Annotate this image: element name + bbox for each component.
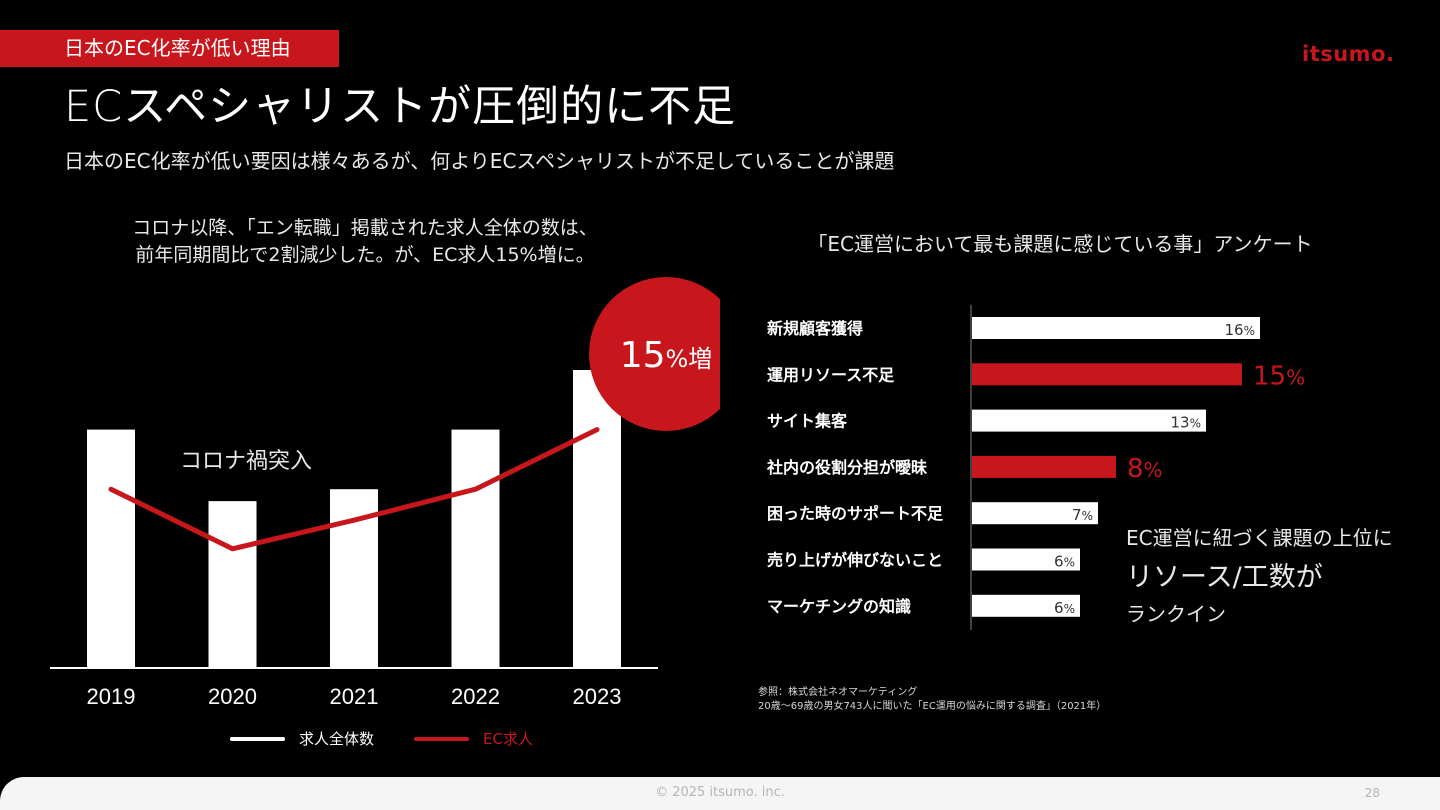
survey-bar (972, 548, 1080, 571)
value-label: 15% (1253, 361, 1305, 391)
increase-badge (589, 277, 720, 431)
increase-badge-label: 15%増 (620, 335, 713, 376)
section-tag: 日本のEC化率が低い理由 (0, 30, 339, 67)
total-bar-2022 (451, 429, 500, 668)
source-note: 参照：株式会社ネオマーケティング 20歳〜69歳の男女743人に聞いた「EC運用… (758, 686, 1106, 714)
chart-legend: 求人全体数 EC求人 (230, 728, 573, 749)
survey-bar (972, 502, 1098, 525)
total-bar-2023 (573, 370, 621, 668)
legend-swatch-ec (414, 736, 470, 741)
value-label: 13% (1171, 414, 1202, 432)
survey-bar (972, 455, 1116, 478)
left-caption-line2: 前年同期間比で2割減少した。が、EC求人15%増に。 (135, 244, 595, 266)
total-bar-2019 (87, 429, 135, 668)
copyright: © 2025 itsumo. inc. (655, 785, 785, 800)
category-label: 社内の役割分担が曖昧 (766, 458, 928, 477)
page-number: 28 (1364, 786, 1380, 800)
x-tick-label: 2020 (208, 684, 257, 709)
legend-label-ec: EC求人 (483, 730, 533, 748)
x-tick-label: 2019 (87, 684, 136, 709)
category-label: サイト集客 (767, 412, 848, 431)
page-title: ECスペシャリストが圧倒的に不足 (64, 82, 737, 132)
ec-job-line (108, 427, 600, 552)
survey-chart: 新規顧客獲得 16% 運用リソース不足 15% サイト集客 13% 社内の役割分担が曖昧 8%… (766, 305, 1305, 630)
source-line1: 参照：株式会社ネオマーケティング (758, 687, 918, 698)
value-label: 7% (1072, 506, 1093, 524)
x-tick-label: 2023 (573, 684, 622, 709)
x-tick-label: 2021 (330, 684, 379, 709)
survey-bar (972, 409, 1206, 432)
category-label: 新規顧客獲得 (767, 319, 863, 338)
total-bar-2020 (208, 501, 257, 668)
x-tick-label: 2022 (451, 684, 500, 709)
legend-label-total: 求人全体数 (299, 730, 375, 748)
brand-logo: itsumo. (1302, 42, 1395, 66)
value-label: 8% (1127, 454, 1163, 484)
callout-line3: ランクイン (1126, 602, 1226, 626)
left-caption-line1: コロナ以降、「エン転職」掲載された求人全体の数は、 (132, 217, 598, 239)
footer: © 2025 itsumo. inc. 28 (0, 777, 1440, 810)
survey-bar (972, 363, 1242, 386)
legend-swatch-total (230, 736, 285, 741)
page-subtitle: 日本のEC化率が低い要因は様々あるが、何よりECスペシャリストが不足していること… (64, 149, 895, 173)
survey-bar (972, 317, 1260, 339)
callout-line1: EC運営に紐づく課題の上位に (1126, 526, 1393, 550)
callout-line2: リソース/工数が (1126, 562, 1323, 593)
value-label: 16% (1225, 321, 1256, 339)
category-label: マーケチングの知識 (767, 597, 911, 616)
value-label: 6% (1054, 553, 1075, 571)
survey-bar (972, 594, 1080, 617)
covid-annotation: コロナ禍突入 (180, 449, 312, 474)
callout-text: EC運営に紐づく課題の上位に リソース/工数が ランクイン (1126, 522, 1393, 627)
category-label: 売り上げが伸びないこと (767, 551, 943, 570)
right-chart-caption: 「EC運営において最も課題に感じている事」アンケート (807, 232, 1313, 256)
category-label: 困った時のサポート不足 (767, 504, 944, 523)
source-line2: 20歳〜69歳の男女743人に聞いた「EC運用の悩みに関する調査」（2021年） (758, 701, 1107, 712)
category-label: 運用リソース不足 (767, 365, 895, 384)
value-label: 6% (1054, 599, 1075, 617)
job-count-chart: 2019 2020 2021 2022 2023 コロナ禍突入 15%増 (50, 277, 720, 709)
left-chart-caption: コロナ以降、「エン転職」掲載された求人全体の数は、 前年同期間比で2割減少した。… (70, 215, 660, 269)
